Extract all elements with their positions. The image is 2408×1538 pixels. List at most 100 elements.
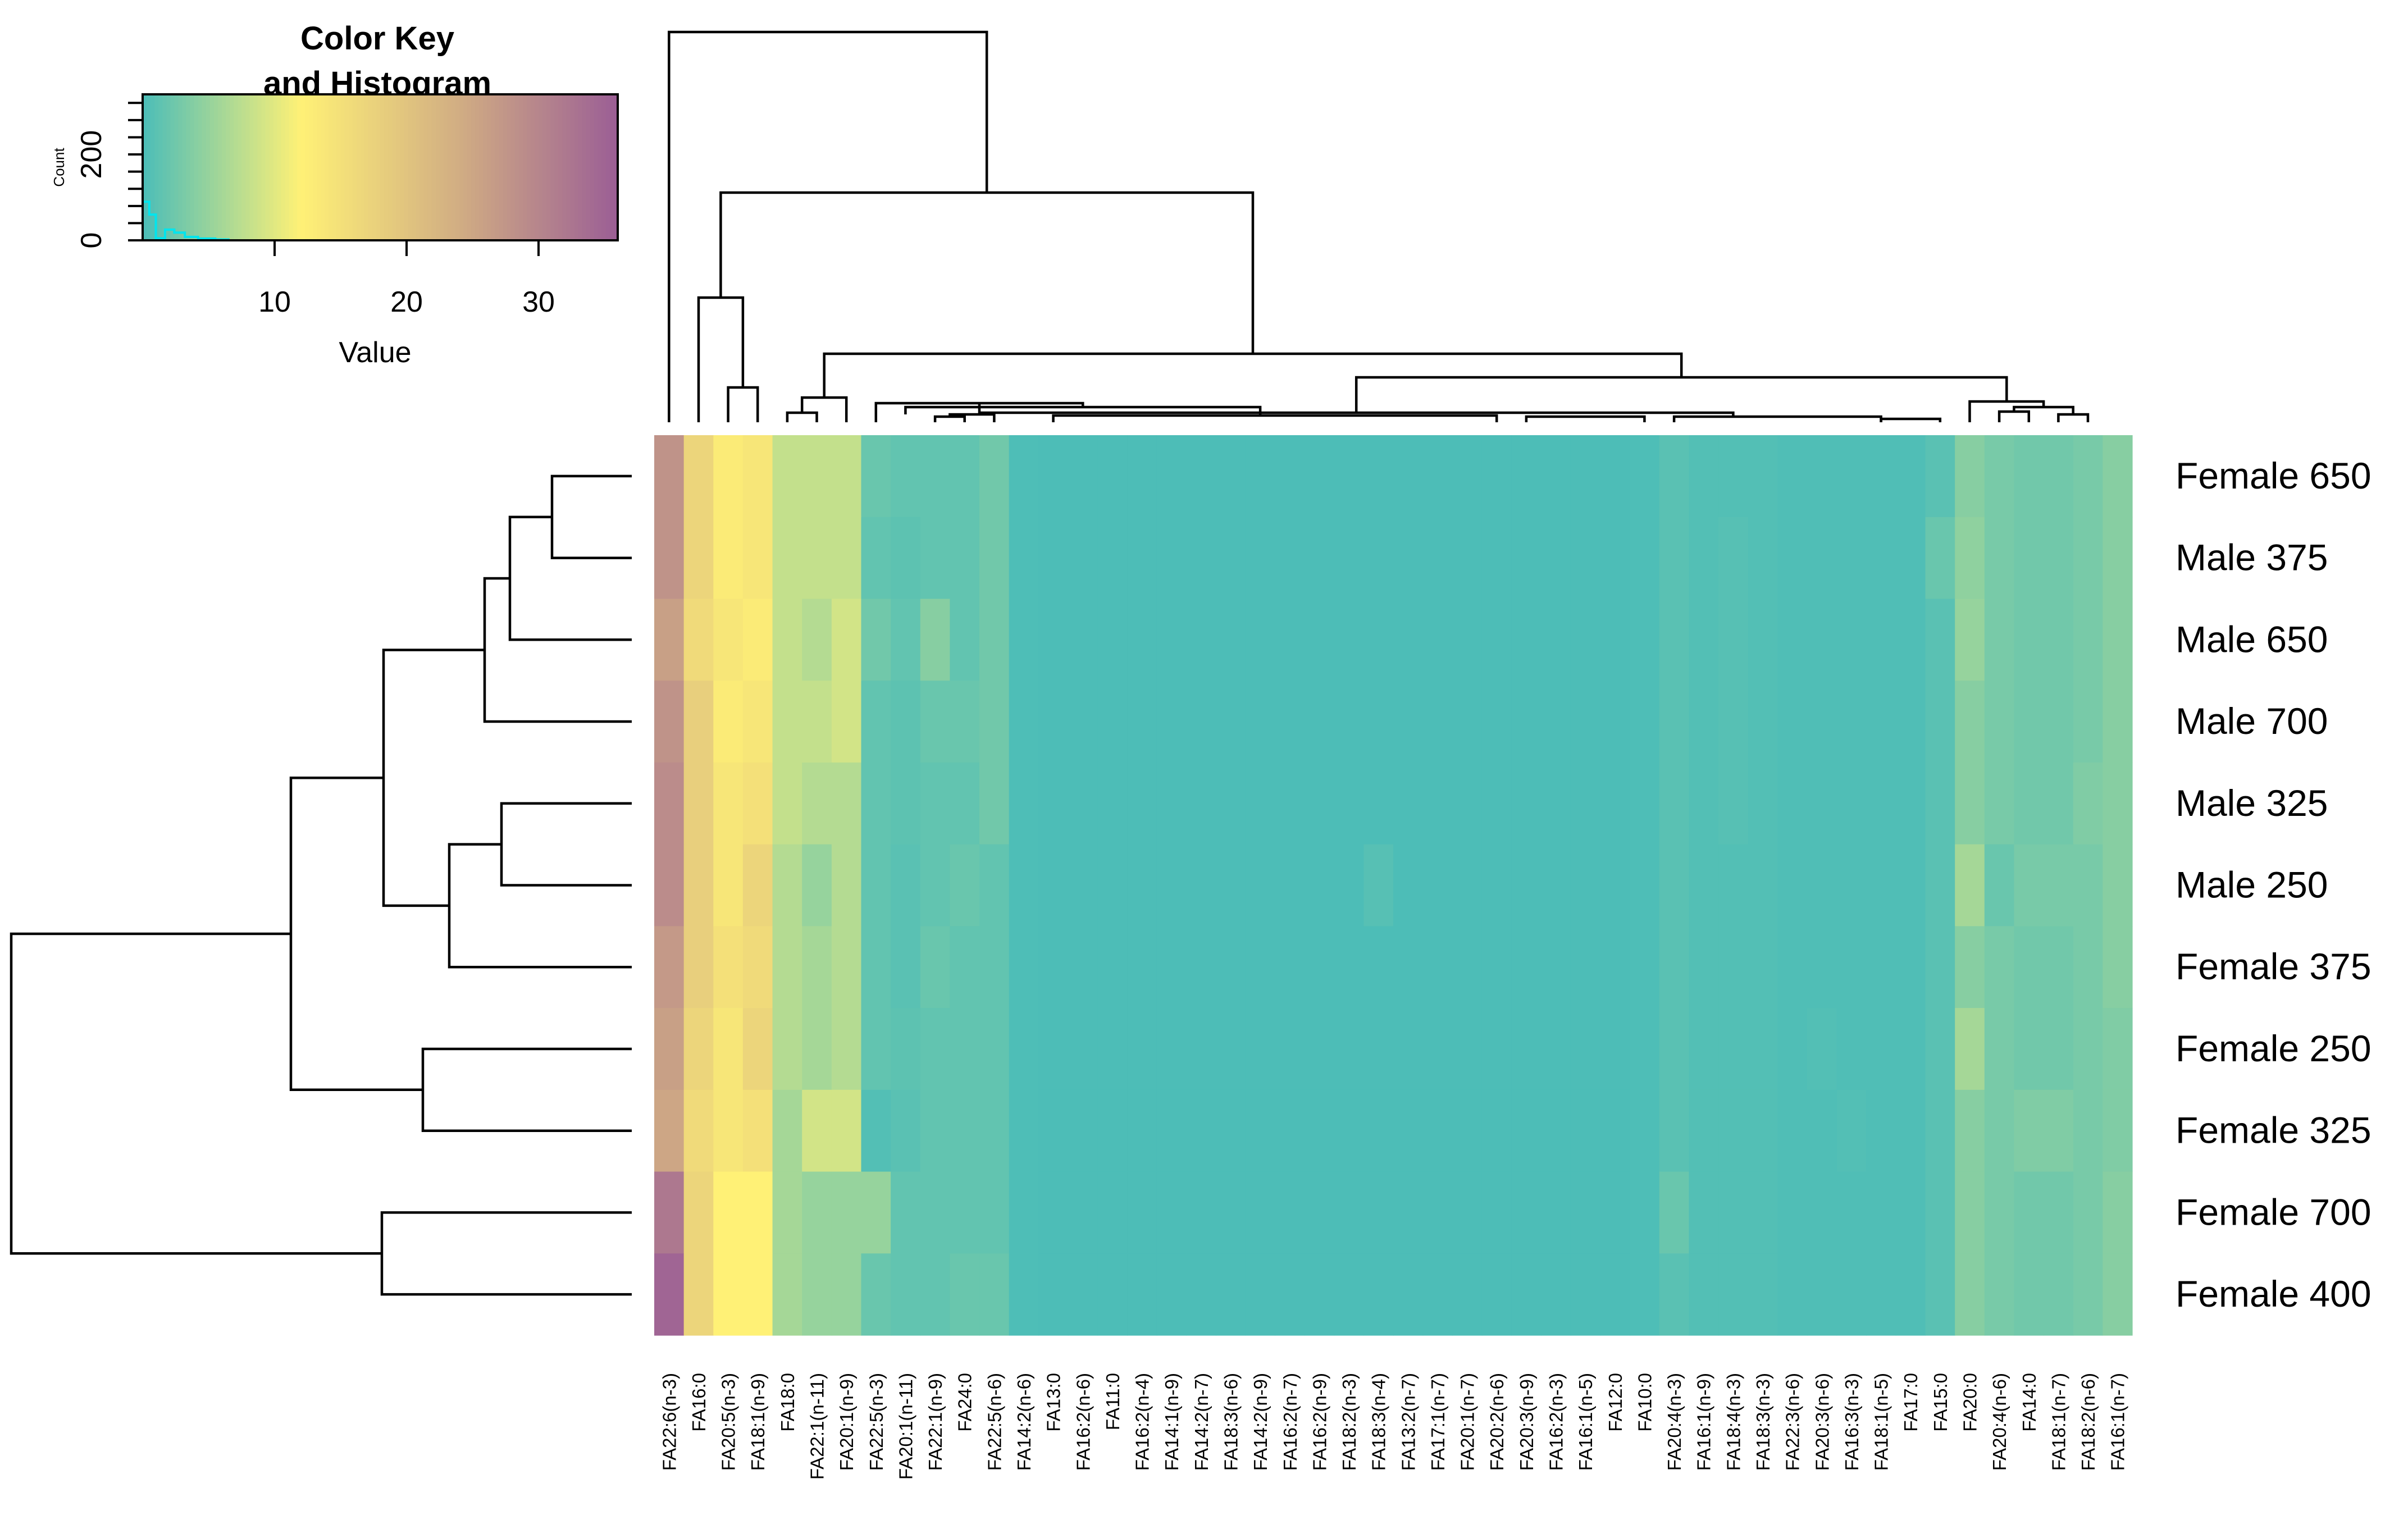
heatmap-cell	[1422, 599, 1453, 681]
heatmap-cell	[1127, 599, 1157, 681]
heatmap-cell	[1334, 681, 1364, 763]
heatmap-cell	[654, 1008, 685, 1090]
heatmap-cell	[713, 844, 744, 927]
heatmap-cell	[1984, 1089, 2015, 1172]
heatmap-cell	[1659, 1171, 1689, 1254]
heatmap-cell	[1895, 517, 1926, 600]
heatmap-cell	[742, 762, 773, 845]
color-key-swatch	[419, 94, 425, 240]
column-label: FA16:2(n-9)	[1309, 1373, 1330, 1471]
color-key-swatch	[269, 94, 274, 240]
color-key-x-tick-label: 10	[258, 286, 291, 318]
column-label: FA14:0	[2019, 1373, 2040, 1432]
column-dendrogram-link	[2057, 413, 2090, 422]
heatmap-cell	[742, 926, 773, 1008]
row-dendrogram-link	[448, 843, 632, 969]
heatmap-cell	[1363, 762, 1394, 845]
heatmap-cell	[920, 926, 950, 1008]
heatmap-cell	[1275, 435, 1305, 518]
heatmap-cell	[1925, 844, 1955, 927]
heatmap-cell	[654, 1253, 685, 1336]
heatmap-cell	[1511, 1089, 1542, 1172]
color-key-swatch	[483, 94, 488, 240]
heatmap-cell	[950, 435, 980, 518]
heatmap-cell	[772, 599, 802, 681]
heatmap-cell	[1156, 599, 1187, 681]
color-key-swatch	[241, 94, 247, 240]
heatmap-cell	[1836, 1253, 1867, 1336]
heatmap-cell	[1363, 435, 1394, 518]
heatmap-cell	[1659, 1253, 1689, 1336]
heatmap-cell	[1097, 1008, 1128, 1090]
color-key-swatch	[392, 94, 396, 240]
heatmap-cell	[891, 844, 921, 927]
heatmap-cell	[1895, 1089, 1926, 1172]
heatmap-cell	[831, 1171, 862, 1254]
heatmap-cell	[1393, 1171, 1424, 1254]
heatmap-cell	[1156, 1253, 1187, 1336]
color-key-swatch	[578, 94, 583, 240]
heatmap-cell	[831, 1008, 862, 1090]
heatmap-cell	[1777, 517, 1808, 600]
heatmap-cell	[1866, 926, 1896, 1008]
column-label: FA16:1(n-5)	[1575, 1373, 1596, 1471]
column-label: FA14:2(n-9)	[1250, 1373, 1271, 1471]
heatmap-cell	[891, 1171, 921, 1254]
heatmap-cell	[1186, 599, 1216, 681]
heatmap-cell	[1984, 926, 2015, 1008]
heatmap-cell	[1275, 517, 1305, 600]
heatmap-cell	[1511, 435, 1542, 518]
heatmap-cell	[1718, 1008, 1749, 1090]
color-key-swatch	[257, 94, 262, 240]
column-label: FA20:0	[1960, 1373, 1981, 1432]
heatmap-cell	[1511, 1008, 1542, 1090]
color-key-swatch	[455, 94, 460, 240]
row-label: Male 650	[2176, 618, 2328, 660]
heatmap-cell	[802, 926, 832, 1008]
heatmap-cell	[1186, 926, 1216, 1008]
heatmap-cell	[861, 599, 891, 681]
heatmap-cell	[920, 1171, 950, 1254]
heatmap-cell	[1570, 517, 1601, 600]
heatmap-cell	[1689, 599, 1719, 681]
heatmap-cell	[1334, 926, 1364, 1008]
heatmap-cell	[1541, 1253, 1571, 1336]
heatmap-cell	[1836, 517, 1867, 600]
heatmap-cell	[1156, 844, 1187, 927]
heatmap-cell	[1009, 599, 1039, 681]
heatmap-cell	[1275, 1253, 1305, 1336]
color-key-x-tick-label: 30	[522, 286, 555, 318]
color-key-swatch	[400, 94, 405, 240]
heatmap-cell	[1422, 1253, 1453, 1336]
heatmap-cell	[1452, 1171, 1483, 1254]
color-key-swatch	[601, 94, 606, 240]
color-key-swatch	[344, 94, 349, 240]
column-label: FA16:0	[688, 1373, 709, 1432]
column-dendrogram-link	[1052, 414, 1498, 422]
heatmap-cell	[1807, 762, 1837, 845]
heatmap-cell	[1541, 599, 1571, 681]
heatmap-cell	[1718, 844, 1749, 927]
color-key-swatch	[499, 94, 504, 240]
heatmap-cell	[1275, 926, 1305, 1008]
heatmap-cell	[1481, 844, 1512, 927]
heatmap-cell	[1925, 926, 1955, 1008]
column-dendrogram-link	[1525, 415, 1646, 422]
heatmap-cell	[1127, 1253, 1157, 1336]
heatmap-cell	[1422, 435, 1453, 518]
heatmap-cell	[1009, 1171, 1039, 1254]
heatmap-cell	[1689, 1171, 1719, 1254]
heatmap-cell	[1541, 681, 1571, 763]
heatmap-cell	[2044, 1253, 2074, 1336]
heatmap-cell	[979, 1253, 1010, 1336]
heatmap-cell	[1570, 1171, 1601, 1254]
column-label: FA18:3(n-6)	[1221, 1373, 1242, 1471]
column-label: FA22:5(n-6)	[984, 1373, 1005, 1471]
heatmap-cell	[1038, 681, 1069, 763]
heatmap-cell	[1245, 1253, 1276, 1336]
heatmap-cell	[1630, 1253, 1660, 1336]
heatmap-cell	[861, 1253, 891, 1336]
heatmap-cell	[742, 1171, 773, 1254]
color-key-x-tick-label: 20	[390, 286, 423, 318]
heatmap-cell	[772, 435, 802, 518]
